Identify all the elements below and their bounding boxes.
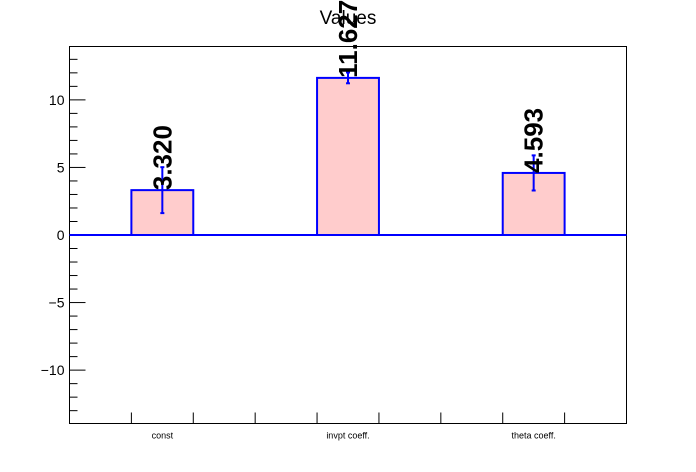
x-tick-label: invpt coeff. [326, 431, 369, 441]
y-axis: −10 −5 0 5 10 [41, 58, 86, 412]
y-tick-label: −5 [49, 295, 65, 311]
x-tick-label: const [152, 431, 174, 441]
y-tick-label: 10 [49, 92, 65, 108]
y-tick-label: −10 [41, 362, 65, 378]
chart-title: Values [320, 8, 377, 29]
bars [130, 71, 566, 236]
y-tick-label: 5 [57, 159, 65, 175]
y-tick-label: 0 [57, 227, 65, 243]
bar-value-label: 4.593 [519, 108, 549, 173]
bar [316, 76, 380, 236]
x-tick-label: theta coeff. [511, 431, 555, 441]
x-axis: const invpt coeff. theta coeff. [130, 412, 566, 441]
bar-value-label: 3.320 [147, 125, 177, 190]
value-labels: 3.320 11.627 4.593 [147, 0, 548, 190]
bar-value-label: 11.627 [333, 0, 363, 78]
